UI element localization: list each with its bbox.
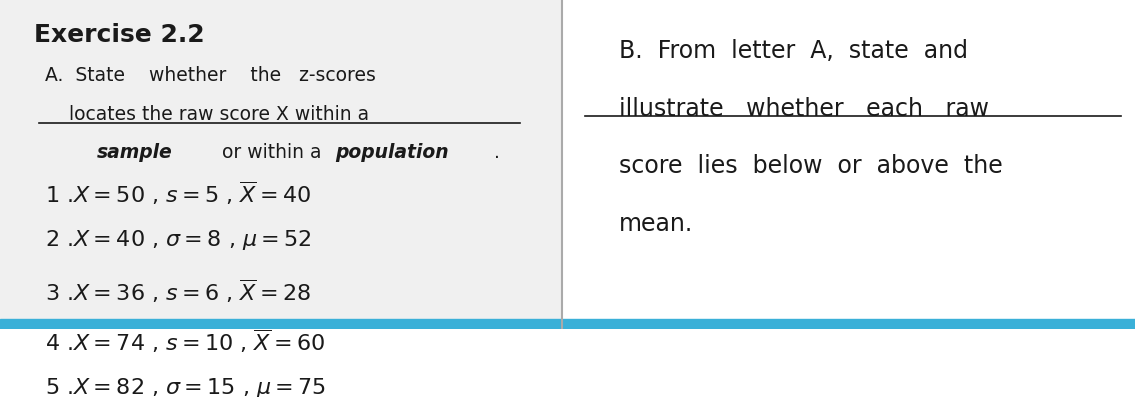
Bar — [0, 0, 562, 319]
Text: Exercise 2.2: Exercise 2.2 — [34, 23, 204, 47]
Text: A.  State    whether    the   z-scores: A. State whether the z-scores — [45, 66, 377, 85]
Text: or within a: or within a — [216, 143, 327, 162]
Text: score  lies  below  or  above  the: score lies below or above the — [619, 154, 1002, 179]
Bar — [562, 0, 1135, 319]
Text: 2 .$X = 40$ , $\sigma = 8$ , $\mu = 52$: 2 .$X = 40$ , $\sigma = 8$ , $\mu = 52$ — [45, 228, 312, 252]
Text: 3 .$X = 36$ , $s = 6$ , $\overline{X} = 28$: 3 .$X = 36$ , $s = 6$ , $\overline{X} = … — [45, 278, 311, 305]
Text: .: . — [494, 143, 499, 162]
Text: mean.: mean. — [619, 212, 692, 236]
Text: illustrate   whether   each   raw: illustrate whether each raw — [619, 97, 989, 121]
Text: population: population — [335, 143, 448, 162]
Text: sample: sample — [96, 143, 173, 162]
Text: B.  From  letter  A,  state  and: B. From letter A, state and — [619, 39, 967, 64]
Text: 5 .$X = 82$ , $\sigma = 15$ , $\mu = 75$: 5 .$X = 82$ , $\sigma = 15$ , $\mu = 75$ — [45, 376, 327, 397]
Text: 1 .$X = 50$ , $s = 5$ , $\overline{X} = 40$: 1 .$X = 50$ , $s = 5$ , $\overline{X} = … — [45, 179, 311, 206]
Bar — [0, 319, 1135, 329]
Text: 4 .$X = 74$ , $s = 10$ , $\overline{X} = 60$: 4 .$X = 74$ , $s = 10$ , $\overline{X} =… — [45, 327, 326, 355]
Text: locates the raw score X within a: locates the raw score X within a — [51, 105, 369, 124]
